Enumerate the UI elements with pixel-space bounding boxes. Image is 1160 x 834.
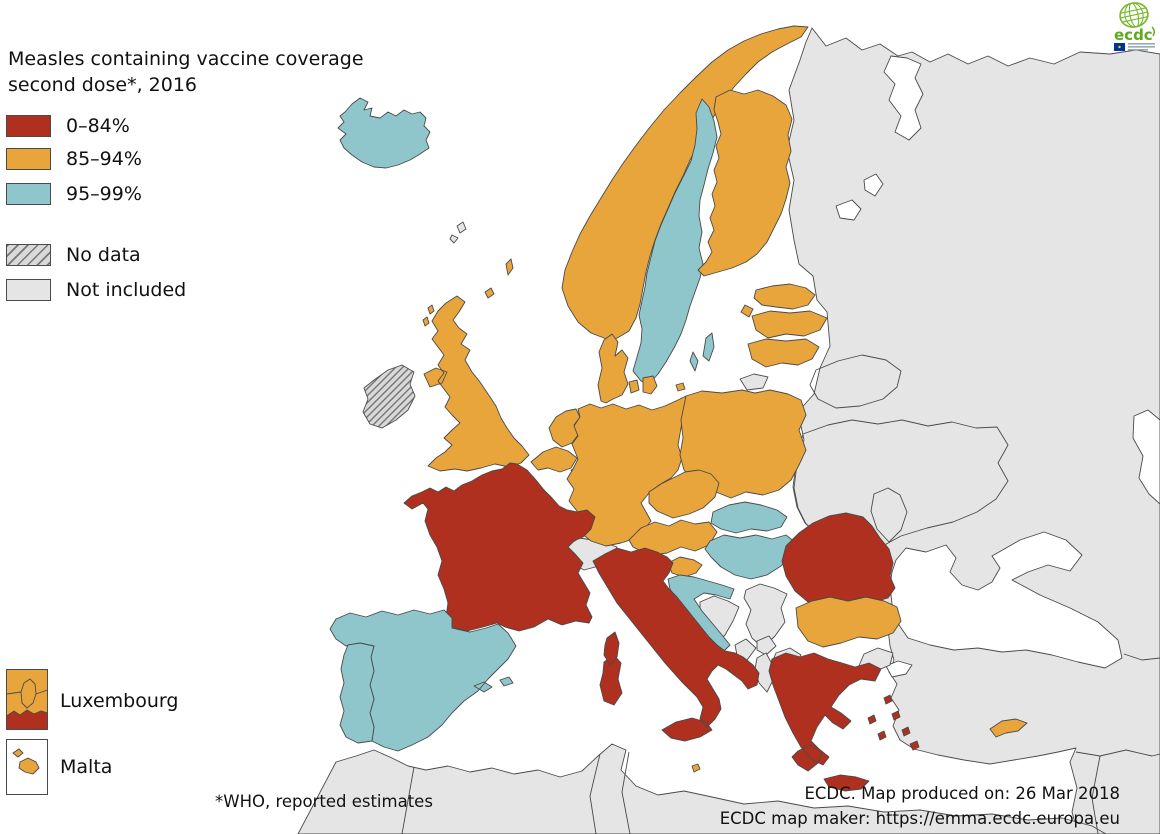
country-slovenia <box>667 556 703 578</box>
credits-map-maker-url: ECDC map maker: https://emma.ecdc.europa… <box>719 809 1120 828</box>
country-greece <box>768 652 920 792</box>
luxembourg-inset-france <box>6 709 48 730</box>
ecdc-globe-icon <box>1119 2 1149 28</box>
tunisia-libya-border <box>621 751 631 834</box>
ecdc-logo: ecdc <box>1114 2 1155 51</box>
country-portugal <box>339 642 375 744</box>
legend-swatch-not-included <box>6 279 51 301</box>
caspian-sea <box>1132 409 1160 505</box>
country-faroe-islands <box>449 221 467 244</box>
levant-borders <box>1091 755 1101 834</box>
country-belgium <box>530 446 578 473</box>
legend-label-no-data: No data <box>66 244 141 266</box>
lake-ladoga <box>835 199 862 221</box>
turkey-syria-border <box>1075 749 1160 757</box>
ecdc-logo-text: ecdc <box>1114 26 1153 44</box>
country-romania <box>781 512 896 609</box>
legend-item-not-included: Not included <box>6 279 186 301</box>
legend-label-0-84: 0–84% <box>66 115 130 137</box>
country-kosovo <box>756 635 777 656</box>
luxembourg-inset-borders <box>6 689 48 695</box>
map-title: Measles containing vaccine coverage seco… <box>8 46 364 98</box>
black-sea <box>889 531 1123 669</box>
ecdc-logo-smallprint <box>1128 43 1155 51</box>
country-serbia <box>743 583 788 649</box>
country-estonia <box>740 283 816 318</box>
country-netherlands <box>548 408 581 448</box>
country-moldova <box>870 487 908 543</box>
belarus-border <box>809 354 902 409</box>
legend-item-95-99: 95–99% <box>6 183 142 205</box>
country-bulgaria <box>795 596 902 648</box>
country-united-kingdom <box>422 258 530 472</box>
country-slovakia <box>710 501 788 534</box>
country-finland <box>697 89 793 277</box>
country-kaliningrad <box>739 373 769 391</box>
country-spain <box>329 609 517 752</box>
morocco-algeria-border <box>401 766 415 834</box>
algeria-tunisia-border <box>589 753 601 834</box>
malta-inset-gozo <box>12 748 24 758</box>
malta-inset-malta <box>18 757 40 775</box>
caucasus-border <box>1123 653 1160 661</box>
legend-swatch-95-99 <box>6 183 51 205</box>
credits: ECDC. Map produced on: 26 Mar 2018 ECDC … <box>720 781 1120 831</box>
map-title-line1: Measles containing vaccine coverage <box>8 48 364 70</box>
malta-inset-label: Malta <box>60 756 113 778</box>
ecdc-logo-sprout-icon <box>1151 26 1155 37</box>
luxembourg-inset <box>6 669 48 730</box>
country-denmark <box>597 333 686 404</box>
country-italy <box>592 547 760 742</box>
not-included-countries <box>449 221 908 693</box>
eu-flag-star <box>1118 45 1121 49</box>
legend-swatch-no-data <box>6 244 51 266</box>
sea-of-marmara <box>885 660 913 678</box>
legend-item-85-94: 85–94% <box>6 148 142 170</box>
country-ireland <box>362 364 416 429</box>
lake-onega <box>863 173 884 197</box>
malta-inset <box>6 739 48 795</box>
country-malta <box>691 763 701 773</box>
luxembourg-inset-label: Luxembourg <box>60 690 179 712</box>
malta-inset-box <box>6 739 48 795</box>
country-corsica <box>603 631 620 666</box>
country-czech-republic <box>648 469 720 519</box>
legend-label-85-94: 85–94% <box>66 148 142 170</box>
luxembourg-inset-shape <box>20 678 37 709</box>
footnote: *WHO, reported estimates <box>215 792 433 811</box>
country-lithuania <box>747 338 820 368</box>
country-north-africa <box>297 743 1107 834</box>
country-france <box>403 462 596 632</box>
legend-label-not-included: Not included <box>66 279 187 301</box>
legend-item-no-data: No data <box>6 244 141 266</box>
country-latvia <box>751 310 828 339</box>
country-cyprus <box>989 718 1028 738</box>
credits-produced-on: ECDC. Map produced on: 26 Mar 2018 <box>804 784 1120 803</box>
country-germany <box>566 395 687 547</box>
map-title-line2: second dose*, 2016 <box>8 74 198 96</box>
legend-label-95-99: 95–99% <box>66 183 142 205</box>
country-poland <box>679 389 807 499</box>
sea-overlays <box>835 55 1160 678</box>
legend-item-0-84: 0–84% <box>6 115 130 137</box>
white-sea <box>883 55 924 141</box>
legend-swatch-85-94 <box>6 148 51 170</box>
legend-swatch-0-84 <box>6 115 51 137</box>
country-norway <box>561 25 809 342</box>
coloured-countries <box>329 25 1028 792</box>
country-iceland <box>337 97 431 169</box>
